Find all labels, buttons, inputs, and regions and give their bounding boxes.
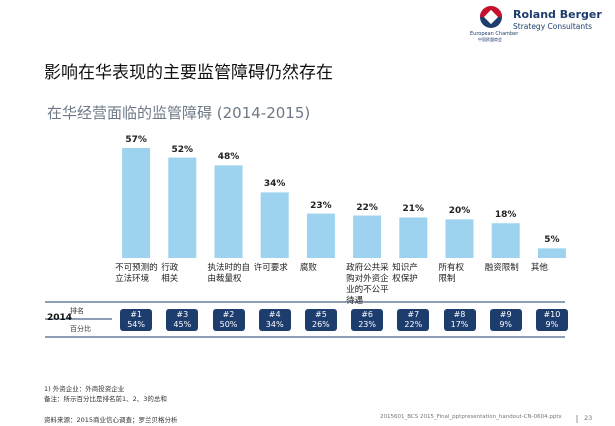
footnote: 备注：所示百分比是排名前1、2、3的总和 xyxy=(44,395,167,403)
value-label: 5% xyxy=(544,235,560,246)
percent: 17% xyxy=(450,320,469,329)
value-label: 48% xyxy=(217,152,240,163)
rank-box: #10 9% xyxy=(535,309,568,331)
value-label: 22% xyxy=(356,202,378,213)
brand-sub: Strategy Consultants xyxy=(513,22,592,31)
row-label: 百分比 xyxy=(70,325,91,333)
rank-box: #3 45% xyxy=(166,309,199,331)
rank-box: #5 26% xyxy=(304,309,337,331)
value-label: 57% xyxy=(125,134,147,145)
rank-box: #2 50% xyxy=(212,309,245,331)
value-label: 18% xyxy=(494,210,517,221)
percent: 9% xyxy=(499,320,513,329)
rank: #6 xyxy=(361,310,373,319)
rank: #2 xyxy=(222,310,235,319)
percent: 9% xyxy=(545,320,559,329)
value-label: 23% xyxy=(310,200,332,211)
rank-box: #6 23% xyxy=(351,309,384,331)
partner: European Chamber xyxy=(470,31,519,37)
rank-box: #7 22% xyxy=(397,309,430,331)
bar xyxy=(122,147,151,258)
value-label: 34% xyxy=(263,179,286,190)
bar xyxy=(168,157,197,258)
bar xyxy=(353,215,382,258)
rank: #5 xyxy=(314,310,327,319)
rank: #10 xyxy=(543,310,561,319)
rank-box: #9 9% xyxy=(489,309,522,331)
value-label: 21% xyxy=(402,204,425,215)
category-label: 许可要求 xyxy=(253,263,288,273)
percent: 50% xyxy=(219,320,238,329)
percent: 23% xyxy=(358,320,376,329)
bar xyxy=(537,248,566,258)
category-label: 执法时的自 由裁量权 xyxy=(207,263,251,284)
rank-box: #1 54% xyxy=(120,309,153,331)
brand: Roland Berger xyxy=(513,8,602,21)
percent: 34% xyxy=(265,320,284,329)
category-label: 融资限制 xyxy=(484,263,519,273)
rank: #7 xyxy=(407,310,420,319)
chart-subtitle: 在华经营面临的监管障碍 (2014-2015) xyxy=(47,104,311,122)
percent: 22% xyxy=(404,320,423,329)
bar xyxy=(214,165,243,258)
chart-title: 影响在华表现的主要监管障碍仍然存在 xyxy=(44,63,333,83)
footnote: 1) 外资企业：外商投资企业 xyxy=(44,385,125,393)
percent: 26% xyxy=(312,320,330,329)
row-label: 排名 xyxy=(70,307,84,315)
partner-sub: 中国欧盟商会 xyxy=(478,37,502,42)
page-number: 23 xyxy=(584,414,593,422)
category-label: 其他 xyxy=(530,263,548,273)
rank-box: #8 17% xyxy=(443,309,476,331)
bar xyxy=(306,213,335,258)
category-label: 不可预测的 立法环境 xyxy=(115,263,158,284)
rank: #4 xyxy=(268,310,281,319)
bar xyxy=(399,217,428,258)
source: 资料来源：2015商业信心调查；罗兰贝格分析 xyxy=(44,416,178,424)
file-name: 2015601_BCS 2015_Final_pptpresentation_h… xyxy=(380,414,562,420)
category-label: 所有权 限制 xyxy=(438,263,465,284)
rank: #3 xyxy=(176,310,189,319)
category-label: 腐败 xyxy=(299,263,317,273)
value-label: 20% xyxy=(448,206,471,217)
bar xyxy=(260,192,289,258)
rank: #9 xyxy=(499,310,512,319)
category-label: 行政 相关 xyxy=(161,263,179,284)
bar xyxy=(491,223,520,258)
year-label: 2014 xyxy=(47,313,73,323)
value-label: 52% xyxy=(171,144,194,155)
category-label: 政府公共采 购对外资企 业的不公平 待遇 xyxy=(346,263,389,306)
rank-box: #4 34% xyxy=(258,309,291,331)
rank: #1 xyxy=(130,310,142,319)
bar xyxy=(445,219,474,258)
category-label: 知识产 权保护 xyxy=(392,263,418,284)
logo-mark xyxy=(483,9,499,25)
percent: 45% xyxy=(173,320,192,329)
percent: 54% xyxy=(127,320,145,329)
rank: #8 xyxy=(453,310,466,319)
